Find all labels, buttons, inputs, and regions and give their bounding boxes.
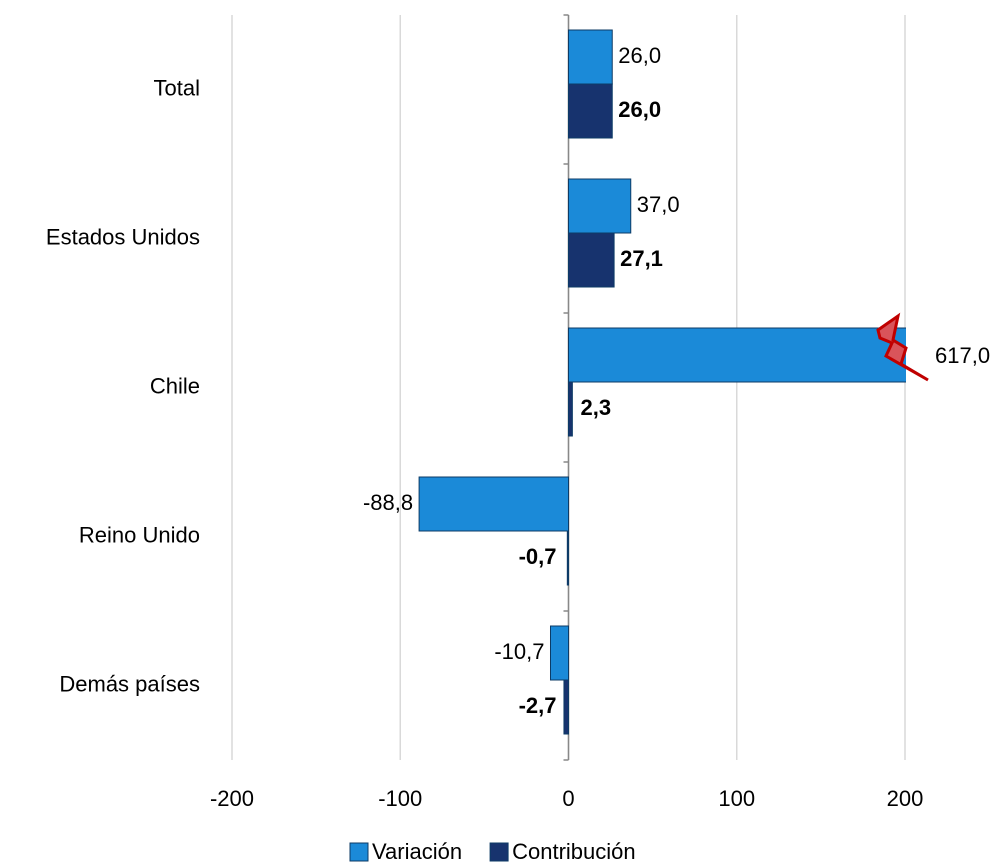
data-label: -2,7 xyxy=(519,693,557,718)
labels: -200 -100 0 100 200 Total 26,0 26,0 Estados Unid… xyxy=(46,43,990,864)
data-label: -10,7 xyxy=(494,639,544,664)
bar xyxy=(418,476,569,532)
x-tick-label: -200 xyxy=(210,786,254,811)
bar xyxy=(568,232,615,288)
x-tick-label: -100 xyxy=(378,786,422,811)
x-tick-label: 100 xyxy=(718,786,755,811)
data-label: 26,0 xyxy=(618,97,661,122)
data-label: -0,7 xyxy=(519,544,557,569)
bar xyxy=(549,625,570,681)
y-tick-label: Chile xyxy=(150,373,200,398)
y-tick-label: Estados Unidos xyxy=(46,224,200,249)
data-label: 26,0 xyxy=(618,43,661,68)
axis-break xyxy=(876,312,929,382)
legend-swatch xyxy=(349,842,369,862)
x-tick-label: 0 xyxy=(562,786,574,811)
data-label: 617,0 xyxy=(935,343,990,368)
y-tick-label: Total xyxy=(154,75,200,100)
bar xyxy=(568,178,632,234)
legend-label: Contribución xyxy=(512,839,636,864)
data-label: 37,0 xyxy=(637,192,680,217)
bar xyxy=(568,83,613,139)
data-label: 2,3 xyxy=(581,395,612,420)
bar xyxy=(568,327,906,383)
bar xyxy=(568,29,613,85)
legend-swatch xyxy=(489,842,509,862)
y-tick-label: Demás países xyxy=(59,671,200,696)
bar xyxy=(568,381,573,437)
legend-label: Variación xyxy=(372,839,462,864)
bar xyxy=(563,679,570,735)
x-tick-label: 200 xyxy=(887,786,924,811)
bar xyxy=(566,530,570,586)
data-label: 27,1 xyxy=(620,246,663,271)
y-tick-label: Reino Unido xyxy=(79,522,200,547)
data-label: -88,8 xyxy=(363,490,413,515)
bars xyxy=(418,29,906,735)
